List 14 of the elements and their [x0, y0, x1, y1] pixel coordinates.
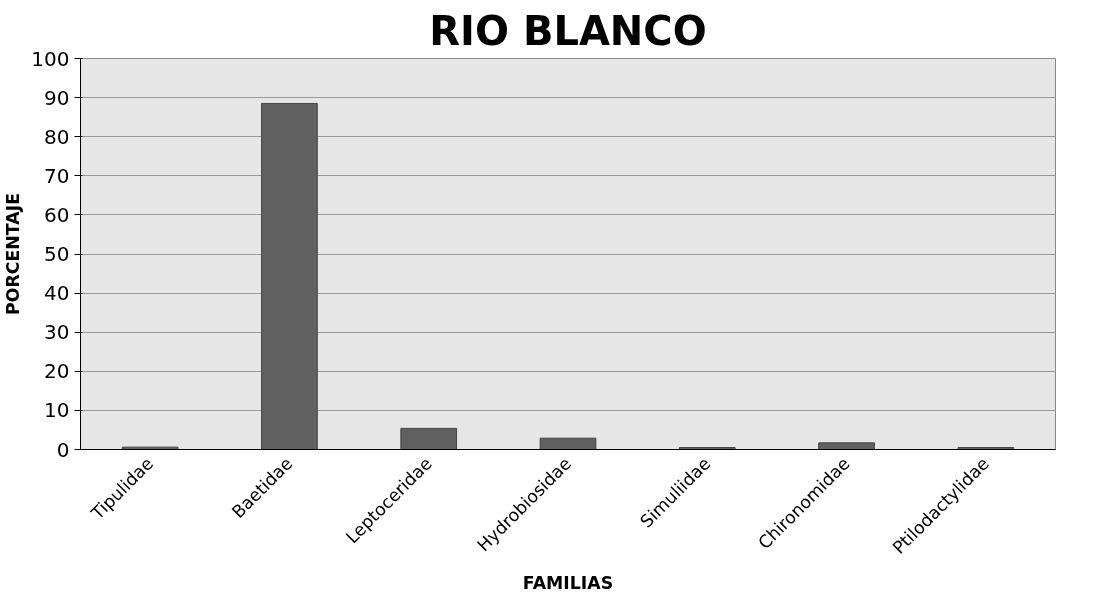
- chart-title: RIO BLANCO: [429, 7, 707, 54]
- y-tick-label: 90: [44, 85, 70, 110]
- y-tick-label: 70: [44, 163, 70, 188]
- y-tick-label: 50: [44, 242, 70, 266]
- y-tick-label: 80: [44, 124, 70, 149]
- y-tick-label: 0: [56, 437, 70, 462]
- y-axis-title: PORCENTAJE: [3, 193, 24, 315]
- x-axis-title: FAMILIAS: [522, 572, 614, 593]
- y-tick-label: 60: [44, 202, 70, 227]
- y-tick-label: 40: [44, 281, 70, 306]
- y-tick-label: 10: [44, 398, 70, 423]
- y-tick-label: 100: [31, 46, 70, 71]
- y-tick-label: 30: [44, 320, 70, 345]
- y-tick-label: 20: [44, 359, 70, 384]
